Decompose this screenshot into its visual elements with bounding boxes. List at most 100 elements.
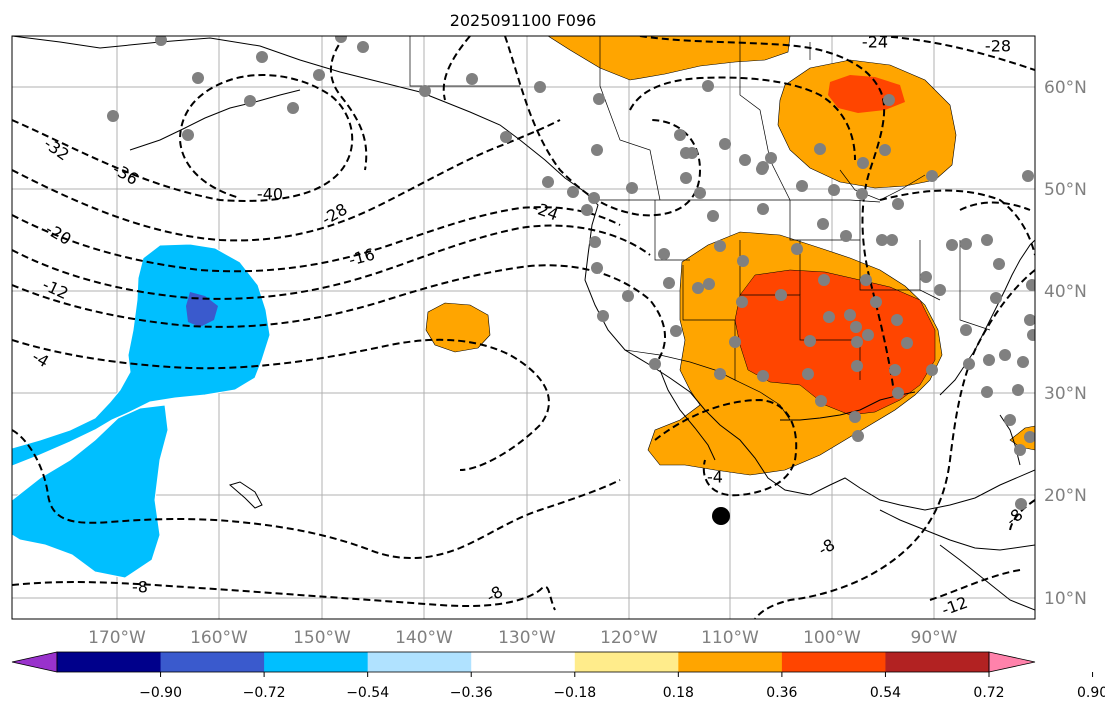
station-dot <box>622 290 634 302</box>
station-dot <box>542 176 554 188</box>
station-dot <box>886 234 898 246</box>
station-dot <box>981 234 993 246</box>
station-dot <box>714 368 726 380</box>
station-dot <box>686 147 698 159</box>
station-dot <box>192 72 204 84</box>
station-dot <box>419 85 431 97</box>
colorbar-extend-low <box>11 651 58 673</box>
station-dot <box>993 258 1005 270</box>
station-dot <box>856 188 868 200</box>
station-dot <box>879 144 891 156</box>
map-frame <box>11 35 1036 620</box>
station-dot <box>857 157 869 169</box>
station-dot <box>851 336 863 348</box>
longitude-tick-label: 130°W <box>498 628 556 648</box>
station-dot <box>591 144 603 156</box>
station-dot <box>567 186 579 198</box>
station-dot <box>815 395 827 407</box>
station-dot <box>876 234 888 246</box>
station-dot <box>692 282 704 294</box>
colorbar-tick-label: −0.18 <box>553 685 596 701</box>
station-dot <box>588 192 600 204</box>
tropical-cyclone-marker <box>712 507 730 525</box>
latitude-tick-labels: 60°N 50°N 40°N 30°N 20°N 10°N <box>1044 78 1087 609</box>
station-dot <box>719 138 731 150</box>
station-dot <box>256 51 268 63</box>
station-dot <box>1014 444 1026 456</box>
station-dot <box>892 387 904 399</box>
station-dot <box>739 154 751 166</box>
station-dot <box>597 310 609 322</box>
station-dot <box>313 69 325 81</box>
station-dot <box>860 274 872 286</box>
station-dot <box>702 80 714 92</box>
station-dot <box>775 289 787 301</box>
longitude-tick-label: 140°W <box>395 628 453 648</box>
station-dot <box>107 110 119 122</box>
longitude-tick-label: 100°W <box>803 628 861 648</box>
station-dot <box>823 311 835 323</box>
station-dot <box>757 370 769 382</box>
station-dot <box>850 321 862 333</box>
station-dot <box>934 284 946 296</box>
station-dot <box>983 354 995 366</box>
colorbar-extend-high <box>988 651 1036 673</box>
station-dot <box>182 129 194 141</box>
latitude-tick-label: 10°N <box>1044 589 1087 609</box>
station-dot <box>1024 314 1035 326</box>
station-dot <box>999 349 1011 361</box>
latitude-tick-label: 30°N <box>1044 384 1087 404</box>
station-dot <box>737 255 749 267</box>
station-dot <box>680 172 692 184</box>
colorbar-segment <box>160 652 265 672</box>
station-dot <box>757 161 769 173</box>
negative-anomaly-core <box>186 292 218 327</box>
station-dot <box>757 203 769 215</box>
longitude-tick-label: 170°W <box>88 628 146 648</box>
latitude-tick-label: 60°N <box>1044 78 1087 98</box>
station-dot <box>581 204 593 216</box>
contour-labels: -32-36-40-28 -24-20-16-12-4-8-4-8-8-8-12-… <box>29 33 1027 620</box>
station-dot <box>674 129 686 141</box>
station-dot <box>981 386 993 398</box>
station-dot <box>796 180 808 192</box>
station-dot <box>870 296 882 308</box>
station-dot <box>960 238 972 250</box>
station-dot <box>714 240 726 252</box>
station-dot <box>849 411 861 423</box>
station-dot <box>357 41 369 53</box>
station-dot <box>466 73 478 85</box>
station-dot <box>287 102 299 114</box>
station-dot <box>591 262 603 274</box>
station-dot <box>1017 356 1029 368</box>
station-dot <box>155 36 167 46</box>
colorbar-segment <box>574 652 679 672</box>
positive-anomaly-north <box>547 36 791 81</box>
longitude-tick-label: 110°W <box>701 628 759 648</box>
anomaly-contours <box>12 36 1035 619</box>
station-dot <box>926 170 938 182</box>
longitude-tick-label: 160°W <box>190 628 248 648</box>
station-dot <box>707 210 719 222</box>
station-dot <box>1024 431 1035 443</box>
station-dot <box>901 337 913 349</box>
station-dot <box>814 143 826 155</box>
latitude-tick-label: 50°N <box>1044 180 1087 200</box>
colorbar-tick-label: 0.90 <box>1077 685 1105 701</box>
station-dot <box>817 218 829 230</box>
station-dot <box>626 182 638 194</box>
station-dot <box>883 94 895 106</box>
colorbar-segment <box>264 652 369 672</box>
station-dot <box>840 230 852 242</box>
colorbar-tick-label: −0.54 <box>346 685 389 701</box>
station-dot <box>1004 414 1016 426</box>
latitude-tick-label: 20°N <box>1044 486 1087 506</box>
station-dot <box>765 152 777 164</box>
station-dot <box>244 95 256 107</box>
contour-label: -28 <box>985 37 1011 56</box>
longitude-tick-label: 90°W <box>911 628 958 648</box>
colorbar-segment <box>885 652 990 672</box>
station-dot <box>694 187 706 199</box>
station-dot <box>736 296 748 308</box>
